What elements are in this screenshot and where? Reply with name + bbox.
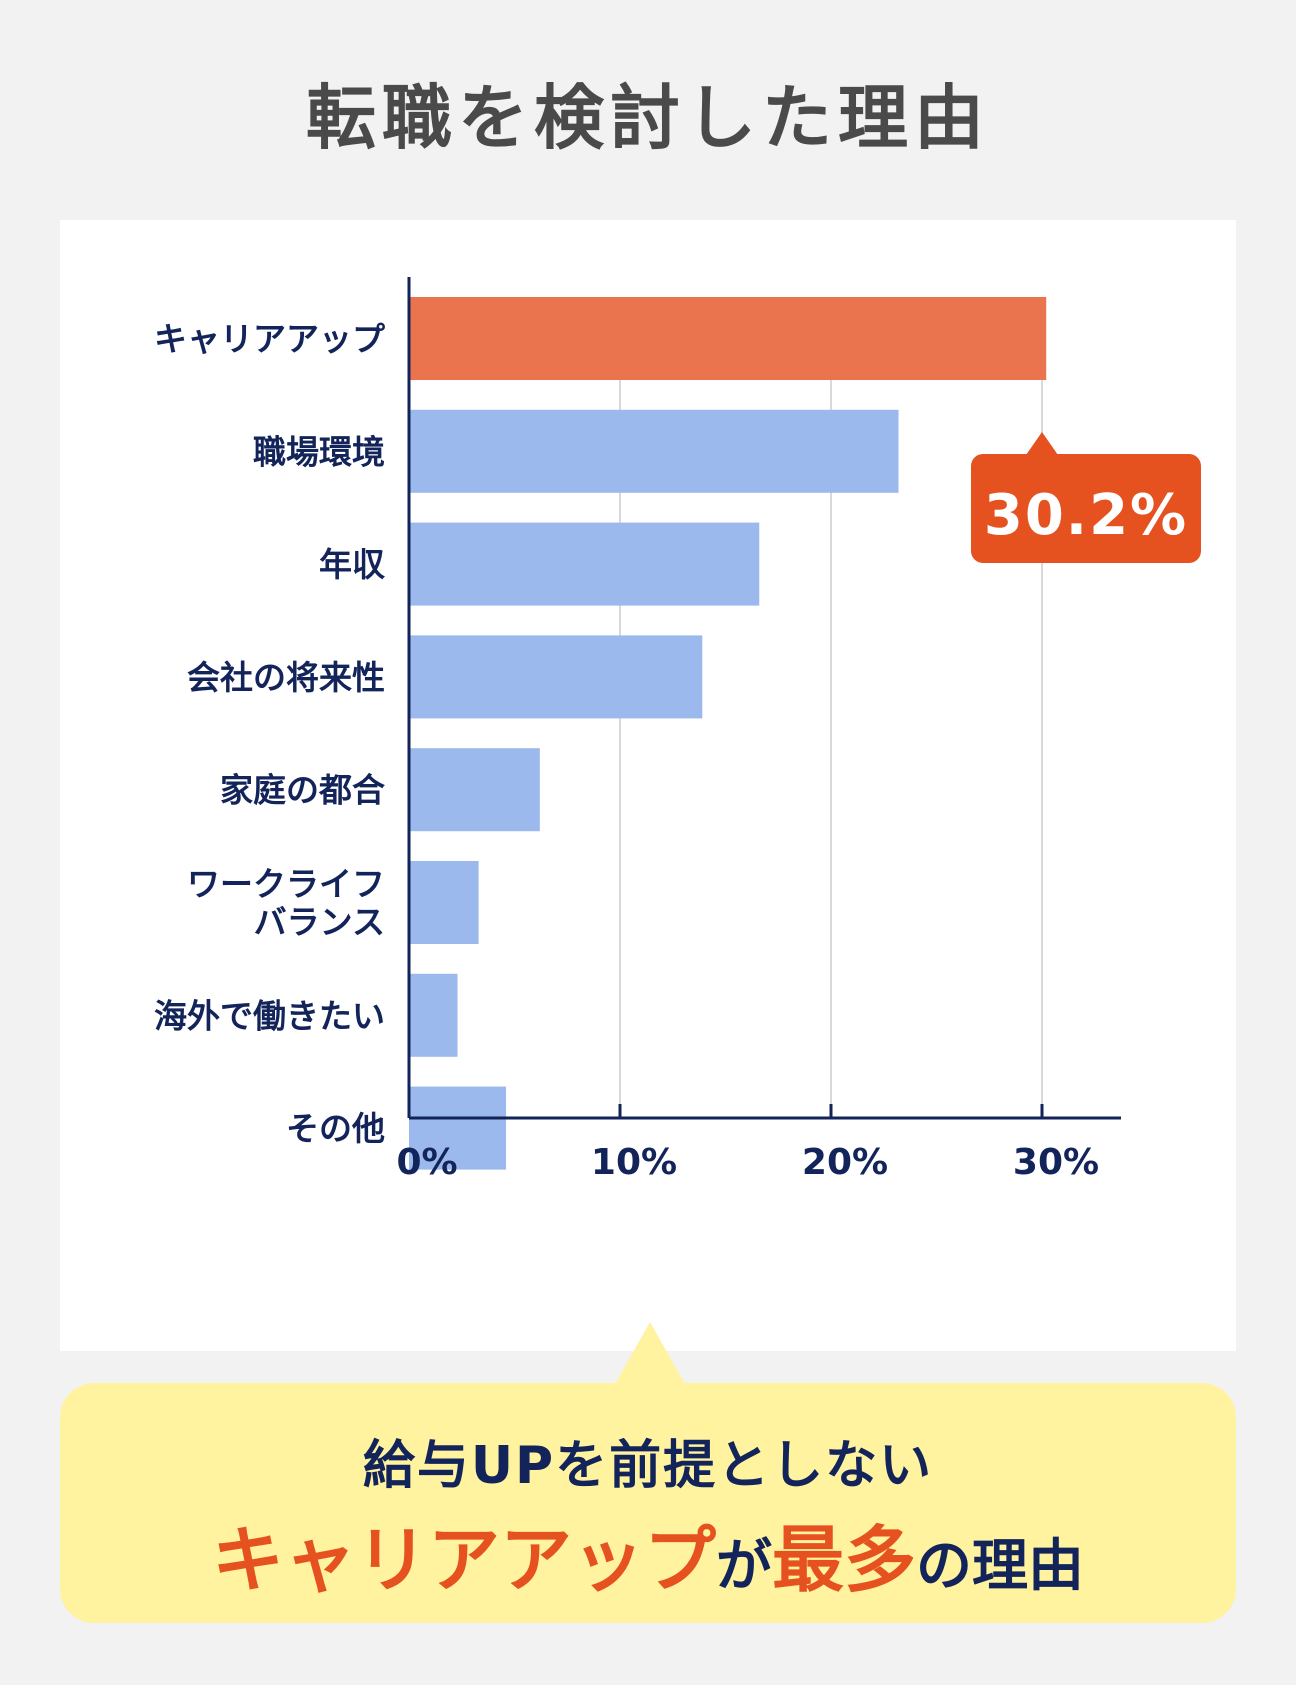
x-tick-label: 20% <box>802 1142 888 1183</box>
note-line-2: キャリアアップが最多の理由 <box>60 1501 1236 1606</box>
category-label: 年収 <box>319 545 386 584</box>
x-tick-label: 0% <box>396 1142 457 1183</box>
callout-box <box>971 454 1201 563</box>
summary-note: 給与UPを前提としない キャリアアップが最多の理由 <box>60 1383 1236 1623</box>
note-line-1: 給与UPを前提としない <box>362 1436 934 1496</box>
x-tick-label: 30% <box>1013 1142 1099 1183</box>
bar-4 <box>409 748 540 832</box>
bar-7 <box>409 1086 507 1170</box>
note-text-ga: が <box>716 1534 772 1599</box>
bar-0 <box>409 297 1047 380</box>
note-highlight-career: キャリアアップ <box>211 1518 716 1602</box>
callout-pointer <box>1026 432 1058 455</box>
category-label: 会社の将来性 <box>187 658 385 697</box>
highlight-value-label: 30.2% <box>984 483 1188 548</box>
category-label: 海外で働きたい <box>154 996 385 1035</box>
bar-3 <box>409 635 703 719</box>
bar-chart: キャリアアップ職場環境年収会社の将来性家庭の都合ワークライフバランス海外で働きた… <box>154 277 1201 1183</box>
note-pointer <box>615 1322 685 1384</box>
bar-6 <box>409 973 458 1057</box>
category-label: 職場環境 <box>253 432 385 471</box>
category-label: 家庭の都合 <box>220 771 385 810</box>
category-label: ワークライフバランス <box>187 865 385 942</box>
category-label: その他 <box>286 1109 385 1148</box>
category-label: キャリアアップ <box>154 320 386 359</box>
bar-1 <box>409 409 899 493</box>
page-title: 転職を検討した理由 <box>306 77 990 159</box>
bar-2 <box>409 522 760 606</box>
bar-5 <box>409 861 479 944</box>
chart-panel: キャリアアップ職場環境年収会社の将来性家庭の都合ワークライフバランス海外で働きた… <box>60 220 1236 1351</box>
x-tick-label: 10% <box>591 1142 677 1183</box>
note-text-reason: の理由 <box>916 1534 1085 1599</box>
note-highlight-most: 最多 <box>772 1518 917 1602</box>
